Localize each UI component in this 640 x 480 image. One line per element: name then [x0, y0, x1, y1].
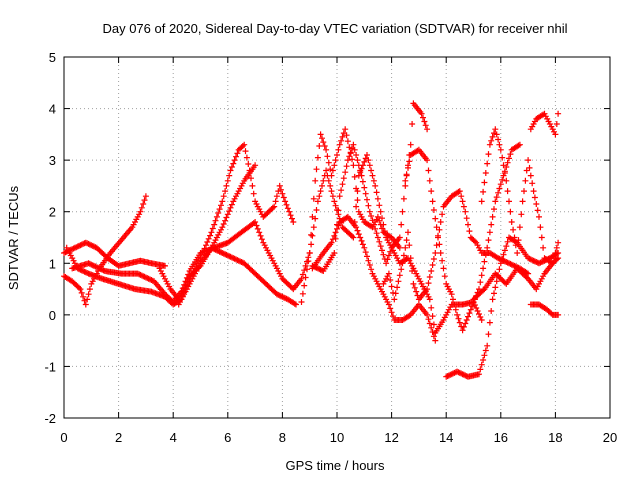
plus-markers — [380, 188, 532, 303]
y-tick-label: 4 — [49, 102, 56, 117]
y-tick-label: -1 — [44, 359, 56, 374]
plus-markers — [470, 239, 562, 303]
series-track-14 — [470, 239, 562, 303]
series-track-6 — [175, 244, 299, 308]
x-tick-label: 10 — [330, 430, 344, 445]
y-tick-label: 3 — [49, 153, 56, 168]
plus-markers — [527, 301, 562, 318]
y-tick-label: 5 — [49, 50, 56, 65]
y-tick-label: 2 — [49, 205, 56, 220]
series-track-9 — [309, 100, 431, 274]
series-track-11 — [402, 141, 523, 334]
x-tick-label: 4 — [170, 430, 177, 445]
series-track-1 — [61, 239, 168, 269]
series-track-13 — [478, 126, 562, 267]
plus-markers — [402, 141, 523, 334]
y-tick-label: 1 — [49, 256, 56, 271]
x-tick-label: 12 — [384, 430, 398, 445]
grid-lines — [64, 57, 610, 418]
x-tick-label: 14 — [439, 430, 453, 445]
series-track-16 — [527, 110, 562, 138]
chart-title: Day 076 of 2020, Sidereal Day-to-day VTE… — [102, 21, 567, 36]
x-tick-label: 2 — [115, 430, 122, 445]
plus-markers — [175, 244, 299, 308]
series-track-10 — [380, 188, 532, 303]
y-tick-label: 0 — [49, 308, 56, 323]
x-tick-label: 18 — [548, 430, 562, 445]
x-tick-label: 8 — [279, 430, 286, 445]
plus-markers — [478, 126, 562, 267]
plus-markers — [309, 100, 431, 274]
x-tick-label: 0 — [60, 430, 67, 445]
x-tick-label: 6 — [224, 430, 231, 445]
plus-markers — [61, 239, 168, 269]
data-marks — [61, 100, 562, 380]
y-tick-label: -2 — [44, 411, 56, 426]
series-track-15 — [527, 301, 562, 318]
y-axis-label: SDTVAR / TECUs — [6, 185, 21, 290]
plus-markers — [527, 110, 562, 138]
x-tick-label: 16 — [494, 430, 508, 445]
x-axis-label: GPS time / hours — [286, 458, 385, 473]
x-tick-label: 20 — [603, 430, 617, 445]
